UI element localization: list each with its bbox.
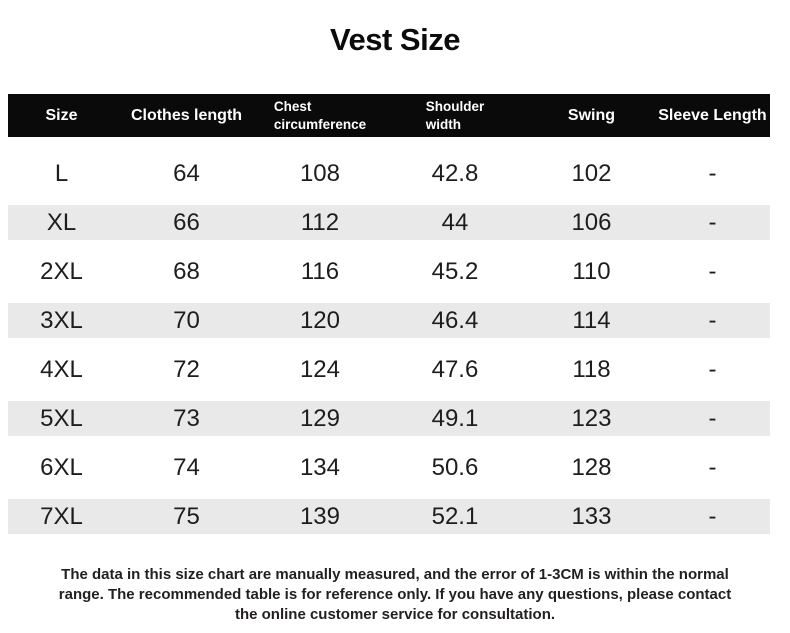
- table-row-3xl: 3XL 70 120 46.4 114 -: [8, 296, 770, 345]
- column-header-chest-circumference: Chest circumference: [258, 98, 382, 133]
- table-row-4xl: 4XL 72 124 47.6 118 -: [8, 345, 770, 394]
- column-header-size: Size: [45, 106, 78, 124]
- cell-chest-circumference: 120: [299, 306, 340, 334]
- table-row-6xl: 6XL 74 134 50.6 128 -: [8, 443, 770, 492]
- disclaimer-text: The data in this size chart are manually…: [0, 565, 790, 625]
- cell-clothes-length: 74: [173, 453, 200, 481]
- page-title: Vest Size: [330, 22, 460, 57]
- cell-size: XL: [46, 208, 77, 236]
- column-header-chest-circumference-label: Chest circumference: [273, 98, 367, 132]
- cell-shoulder-width: 50.6: [431, 453, 479, 481]
- cell-swing: 133: [571, 502, 612, 530]
- cell-sleeve-length: -: [708, 208, 717, 236]
- cell-chest-circumference: 134: [299, 453, 340, 481]
- cell-size: 7XL: [40, 502, 83, 530]
- table-row-xl: XL 66 112 44 106 -: [8, 198, 770, 247]
- cell-sleeve-length: -: [708, 502, 717, 530]
- cell-size: 3XL: [40, 306, 83, 334]
- cell-size: 6XL: [40, 453, 83, 481]
- cell-swing: 123: [571, 404, 612, 432]
- cell-sleeve-length: -: [708, 159, 717, 187]
- cell-shoulder-width: 52.1: [431, 502, 479, 530]
- cell-shoulder-width: 42.8: [431, 159, 479, 187]
- cell-swing: 114: [572, 306, 611, 334]
- cell-size: 4XL: [40, 355, 83, 383]
- cell-chest-circumference: 139: [299, 502, 340, 530]
- cell-swing: 102: [571, 159, 612, 187]
- cell-chest-circumference: 112: [300, 208, 340, 236]
- cell-clothes-length: 75: [173, 502, 200, 530]
- cell-clothes-length: 66: [173, 208, 200, 236]
- table-body: L 64 108 42.8 102 - XL 66 112 44 106 - 2…: [8, 149, 770, 541]
- cell-size: 2XL: [40, 257, 83, 285]
- column-header-clothes-length: Clothes length: [130, 106, 243, 124]
- column-header-swing: Swing: [567, 106, 616, 124]
- table-row-5xl: 5XL 73 129 49.1 123 -: [8, 394, 770, 443]
- table-row-l: L 64 108 42.8 102 -: [8, 149, 770, 198]
- cell-sleeve-length: -: [708, 257, 717, 285]
- cell-clothes-length: 73: [173, 404, 200, 432]
- table-header-row: Size Clothes length Chest circumference …: [8, 94, 770, 137]
- cell-sleeve-length: -: [708, 355, 717, 383]
- cell-clothes-length: 64: [173, 159, 200, 187]
- table-row-2xl: 2XL 68 116 45.2 110 -: [8, 247, 770, 296]
- size-chart-page: Vest Size Size Clothes length Chest circ…: [0, 18, 790, 633]
- cell-chest-circumference: 108: [299, 159, 340, 187]
- cell-sleeve-length: -: [708, 404, 717, 432]
- cell-clothes-length: 72: [173, 355, 200, 383]
- disclaimer-line-3: the online customer service for consulta…: [234, 606, 556, 623]
- cell-size: L: [54, 159, 69, 187]
- column-header-shoulder-width: Shoulder width: [382, 98, 528, 133]
- cell-clothes-length: 70: [173, 306, 200, 334]
- cell-sleeve-length: -: [708, 453, 717, 481]
- cell-swing: 128: [571, 453, 612, 481]
- size-table: Size Clothes length Chest circumference …: [8, 94, 770, 541]
- cell-chest-circumference: 116: [300, 257, 340, 285]
- cell-shoulder-width: 45.2: [431, 257, 479, 285]
- disclaimer-line-2: range. The recommended table is for refe…: [58, 586, 732, 603]
- cell-clothes-length: 68: [173, 257, 200, 285]
- cell-shoulder-width: 46.4: [431, 306, 479, 334]
- cell-swing: 110: [572, 257, 611, 285]
- disclaimer-line-1: The data in this size chart are manually…: [61, 566, 729, 583]
- cell-shoulder-width: 47.6: [431, 355, 479, 383]
- column-header-shoulder-width-label: Shoulder width: [425, 98, 485, 132]
- cell-shoulder-width: 44: [441, 208, 469, 236]
- cell-size: 5XL: [40, 404, 83, 432]
- cell-sleeve-length: -: [708, 306, 717, 334]
- cell-chest-circumference: 129: [299, 404, 340, 432]
- cell-shoulder-width: 49.1: [431, 404, 479, 432]
- table-row-7xl: 7XL 75 139 52.1 133 -: [8, 492, 770, 541]
- cell-swing: 106: [571, 208, 612, 236]
- cell-swing: 118: [572, 355, 611, 383]
- column-header-sleeve-length: Sleeve Length: [658, 106, 767, 124]
- cell-chest-circumference: 124: [299, 355, 340, 383]
